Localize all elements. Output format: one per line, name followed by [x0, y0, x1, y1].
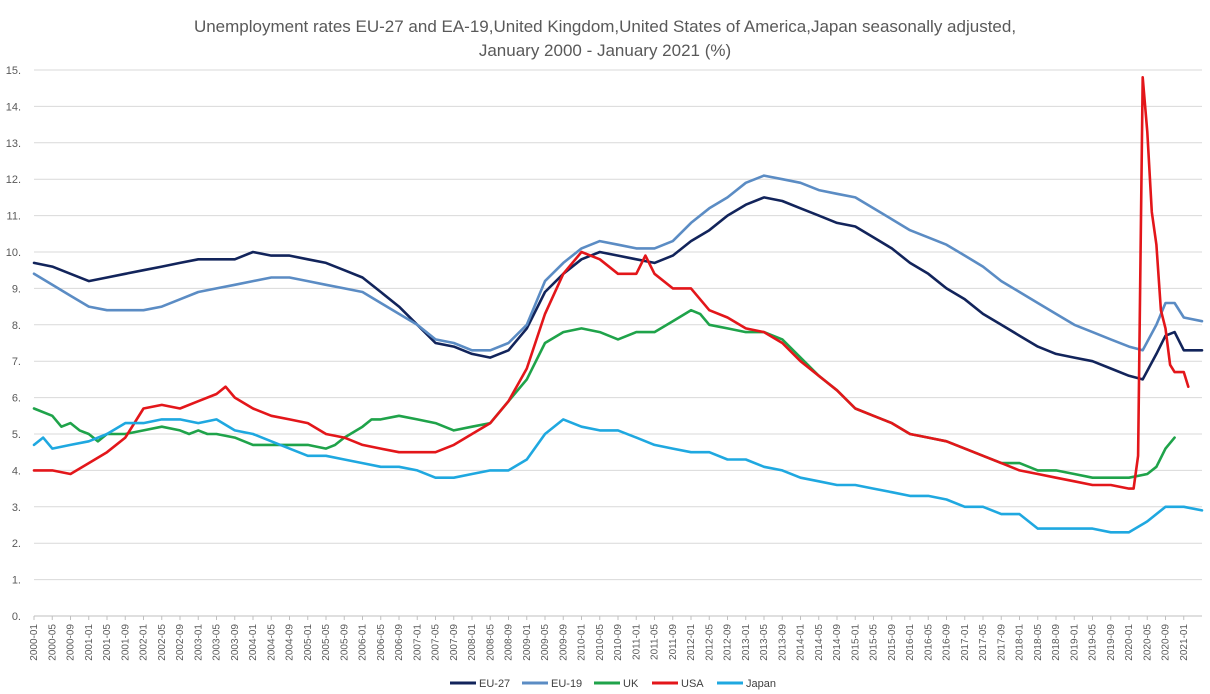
- x-tick-label: 2016-05: [923, 624, 934, 661]
- x-tick-label: 2015-01: [850, 624, 861, 661]
- series-line-uk: [32, 308, 1176, 479]
- x-tick-label: 2019-01: [1069, 624, 1080, 661]
- legend-label-uk: UK: [623, 678, 639, 690]
- x-tick-label: 2020-09: [1161, 624, 1172, 661]
- x-tick-label: 2020-01: [1124, 624, 1135, 661]
- y-tick-label: 0.: [12, 611, 21, 623]
- x-tick-label: 2017-05: [978, 624, 989, 661]
- y-tick-label: 7.: [12, 356, 21, 368]
- x-tick-label: 2014-01: [796, 624, 807, 661]
- x-tick-label: 2001-01: [84, 624, 95, 661]
- legend-label-usa: USA: [681, 678, 704, 690]
- x-tick-label: 2000-01: [29, 624, 40, 661]
- x-tick-label: 2000-05: [47, 624, 58, 661]
- y-tick-label: 13.: [6, 138, 21, 150]
- x-tick-label: 2007-09: [449, 624, 460, 661]
- x-tick-label: 2004-09: [285, 624, 296, 661]
- y-tick-label: 9.: [12, 283, 21, 295]
- x-tick-label: 2013-01: [741, 624, 752, 661]
- x-tick-label: 2011-05: [650, 624, 661, 660]
- x-tick-label: 2012-05: [704, 624, 715, 661]
- x-tick-label: 2005-05: [321, 624, 332, 661]
- y-tick-label: 1.: [12, 575, 21, 587]
- x-tick-label: 2016-09: [942, 624, 953, 661]
- x-tick-label: 2002-09: [175, 624, 186, 661]
- x-tick-label: 2015-09: [887, 624, 898, 661]
- series-line-eu-19: [32, 174, 1204, 352]
- x-tick-label: 2008-01: [467, 624, 478, 661]
- x-tick-label: 2009-01: [522, 624, 533, 661]
- x-tick-label: 2006-09: [394, 624, 405, 661]
- y-tick-label: 4.: [12, 465, 21, 477]
- x-tick-label: 2005-09: [339, 624, 350, 661]
- chart-title-line-1: Unemployment rates EU-27 and EA-19,Unite…: [193, 17, 1017, 36]
- x-tick-label: 2001-09: [120, 624, 131, 661]
- chart-title-line-2: January 2000 - January 2021 (%): [478, 41, 732, 60]
- y-tick-label: 15.: [6, 65, 21, 77]
- x-tick-label: 2017-01: [960, 624, 971, 661]
- x-tick-label: 2009-05: [540, 624, 551, 661]
- x-tick-label: 2003-09: [230, 624, 241, 661]
- x-tick-label: 2013-05: [759, 624, 770, 661]
- x-tick-label: 2000-09: [66, 624, 77, 661]
- x-tick-label: 2006-05: [376, 624, 387, 661]
- x-tick-label: 2001-05: [102, 624, 113, 661]
- y-tick-label: 11.: [7, 211, 21, 223]
- x-tick-label: 2015-05: [869, 624, 880, 661]
- x-tick-label: 2021-01: [1179, 624, 1190, 661]
- x-tick-label: 2012-09: [723, 624, 734, 661]
- series-line-usa: [32, 76, 1190, 490]
- y-tick-label: 12.: [6, 174, 21, 186]
- x-tick-label: 2008-09: [504, 624, 515, 661]
- x-tick-label: 2014-09: [832, 624, 843, 661]
- legend-label-eu-27: EU-27: [479, 678, 510, 690]
- series-line-japan: [32, 418, 1204, 534]
- x-tick-label: 2009-09: [558, 624, 569, 661]
- x-tick-label: 2010-01: [577, 624, 588, 661]
- x-tick-label: 2008-05: [485, 624, 496, 661]
- x-tick-label: 2016-01: [905, 624, 916, 661]
- x-tick-label: 2018-01: [1015, 624, 1026, 661]
- x-tick-label: 2011-09: [668, 624, 679, 660]
- x-tick-label: 2014-05: [814, 624, 825, 661]
- y-tick-label: 10.: [6, 247, 21, 259]
- y-tick-label: 6.: [12, 393, 21, 405]
- x-tick-label: 2005-01: [303, 624, 314, 661]
- x-tick-label: 2010-05: [595, 624, 606, 661]
- x-tick-label: 2007-01: [412, 624, 423, 661]
- x-tick-label: 2004-05: [266, 624, 277, 661]
- y-tick-label: 8.: [12, 320, 21, 332]
- x-tick-label: 2012-01: [686, 624, 697, 661]
- x-tick-label: 2019-09: [1106, 624, 1117, 661]
- y-tick-label: 14.: [6, 101, 21, 113]
- x-tick-label: 2020-05: [1142, 624, 1153, 661]
- y-tick-label: 5.: [12, 429, 21, 441]
- x-tick-label: 2006-01: [358, 624, 369, 661]
- x-tick-label: 2018-05: [1033, 624, 1044, 661]
- x-tick-label: 2013-09: [777, 624, 788, 661]
- x-tick-label: 2002-01: [139, 624, 150, 661]
- x-tick-label: 2011-01: [631, 624, 642, 660]
- x-tick-label: 2003-05: [212, 624, 223, 661]
- x-tick-label: 2010-09: [613, 624, 624, 661]
- x-tick-label: 2018-09: [1051, 624, 1062, 661]
- x-tick-label: 2002-05: [157, 624, 168, 661]
- x-tick-label: 2019-05: [1088, 624, 1099, 661]
- y-tick-label: 2.: [12, 538, 21, 550]
- x-tick-label: 2004-01: [248, 624, 259, 661]
- y-tick-label: 3.: [12, 502, 21, 514]
- legend-label-japan: Japan: [746, 678, 776, 690]
- series-line-eu-27: [32, 196, 1204, 381]
- x-tick-label: 2007-05: [431, 624, 442, 661]
- x-tick-label: 2003-01: [193, 624, 204, 661]
- x-tick-label: 2017-09: [996, 624, 1007, 661]
- legend-label-eu-19: EU-19: [551, 678, 582, 690]
